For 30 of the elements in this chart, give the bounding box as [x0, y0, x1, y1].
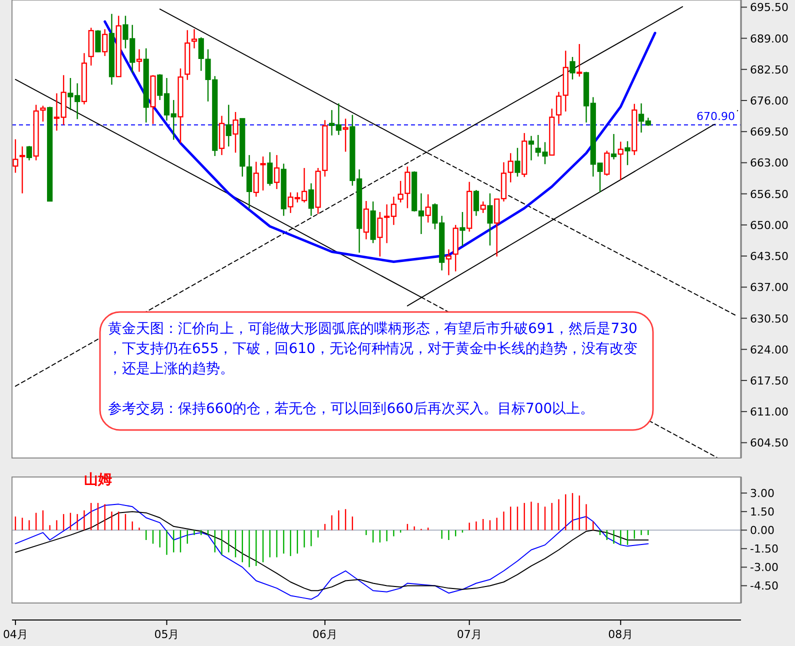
x-tick-label: 08月 [608, 628, 634, 641]
ref-line-label: 670.90 [696, 110, 735, 123]
annotation: 黄金天图：汇价向上，可能做大形圆弧底的喋柄形态，有望后市升破691，然后是730，下支持仍在655，下破，回610，无论何种情况，对于黄金中长线的趋势，没有改变，还是上涨的趋势。 [108, 321, 638, 377]
y-tick-label: 0.00 [750, 524, 774, 538]
y-tick-label: 656.50 [750, 188, 788, 201]
y-tick-label: 611.00 [750, 406, 788, 419]
y-tick-label: 617.50 [750, 374, 788, 388]
y-tick-label: 3.00 [750, 487, 774, 500]
x-tick-label: 04月 [2, 628, 28, 641]
y-tick-label: -3.00 [750, 561, 778, 574]
y-tick-label: 1.50 [750, 506, 774, 519]
y-tick-label: 676.00 [750, 94, 788, 108]
y-tick-label: 643.50 [750, 250, 788, 264]
y-tick-label: -4.50 [750, 580, 778, 593]
annotation: 参考交易：保持660的仓，若无仓，可以回到660后再次买入。目标700以上。 [108, 401, 594, 417]
x-tick-label: 07月 [456, 628, 482, 641]
y-tick-label: 689.00 [750, 32, 788, 46]
y-tick-label: 650.00 [750, 218, 788, 232]
y-tick-label: 663.00 [750, 156, 788, 170]
y-tick-label: 682.50 [750, 63, 788, 76]
y-tick-label: 604.50 [750, 436, 788, 450]
y-tick-label: -1.50 [750, 542, 778, 556]
x-tick-label: 06月 [312, 628, 338, 641]
annotation: 山姆 [84, 472, 112, 488]
y-tick-label: 669.50 [750, 126, 788, 139]
y-tick-label: 637.00 [750, 281, 788, 294]
x-tick-label: 05月 [154, 628, 180, 641]
y-tick-label: 695.50 [750, 1, 788, 14]
y-tick-label: 630.50 [750, 312, 788, 326]
y-tick-label: 624.00 [750, 343, 788, 356]
